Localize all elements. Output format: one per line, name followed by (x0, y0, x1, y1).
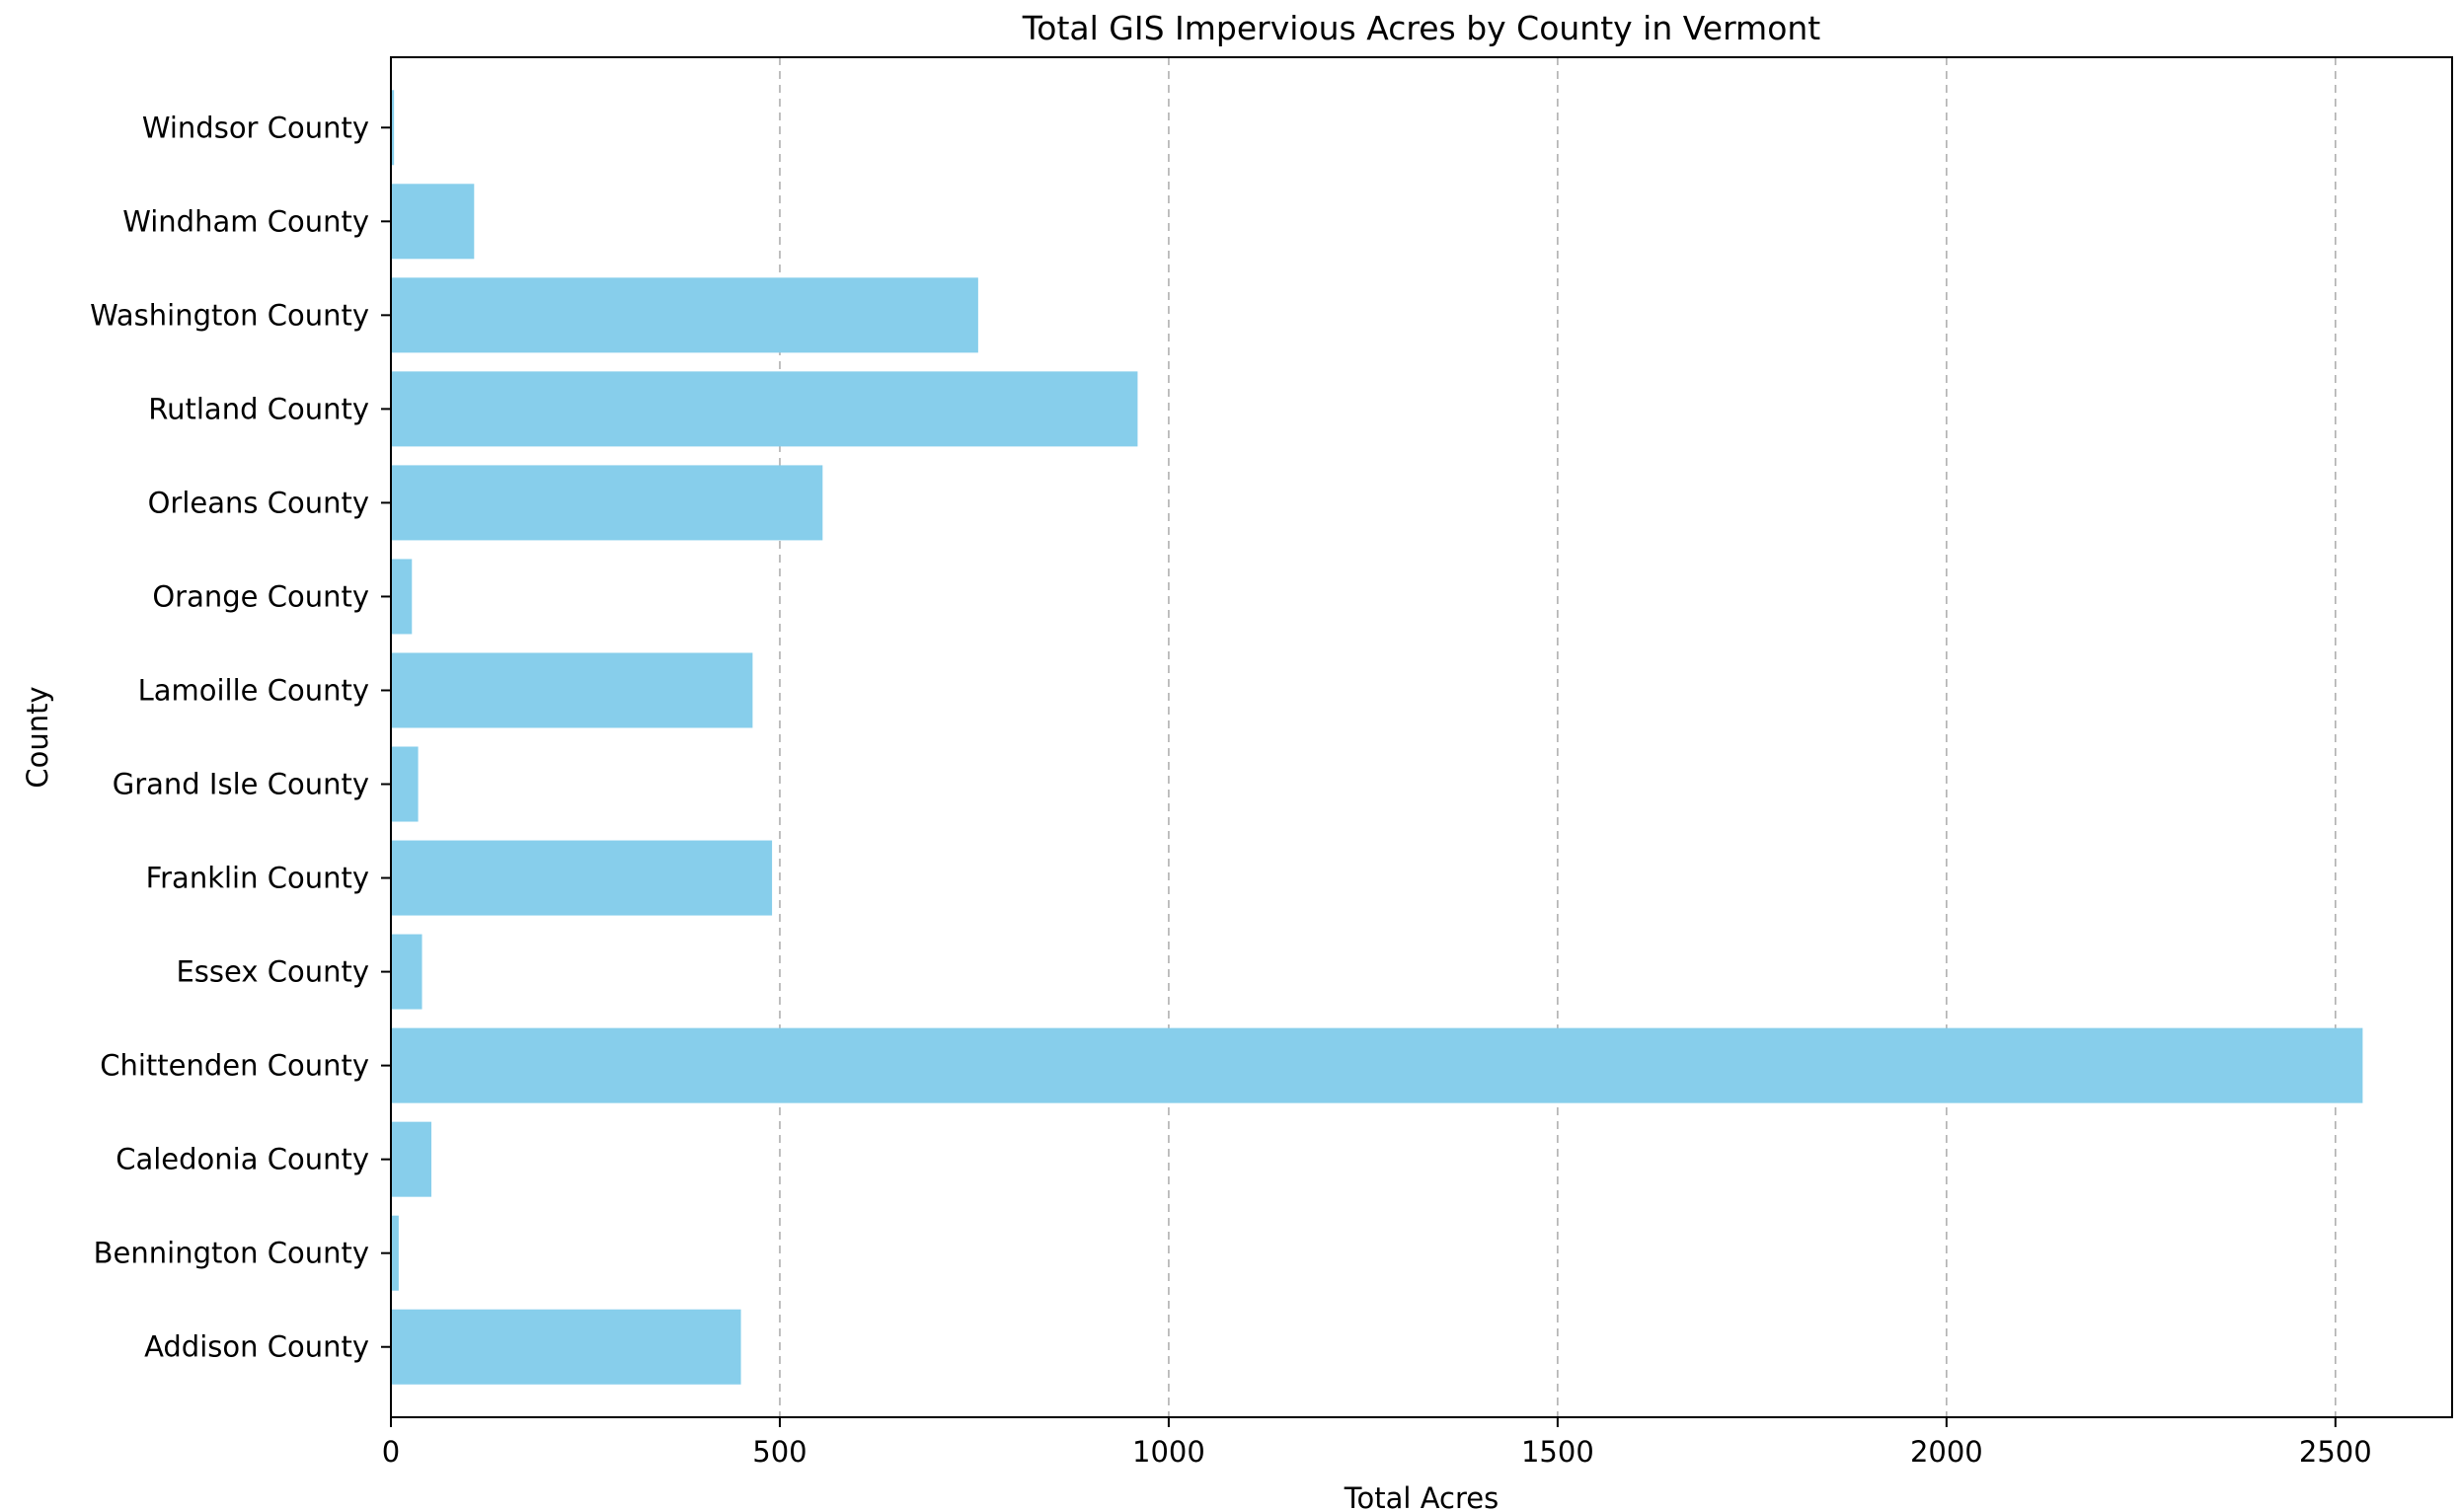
bar (391, 652, 753, 728)
bars (391, 90, 2363, 1385)
bar (391, 465, 823, 541)
y-tick-label: Franklin County (146, 862, 369, 895)
y-tick-label: Windham County (122, 204, 369, 238)
y-tick-label: Orange County (152, 579, 369, 613)
y-tick-label: Orleans County (148, 486, 369, 519)
plot-frame (390, 56, 2453, 1418)
x-tick-label: 0 (382, 1435, 400, 1469)
y-tick-label: Windsor County (142, 111, 369, 144)
bar (391, 840, 773, 916)
bar (391, 90, 395, 166)
y-tick-label: Chittenden County (100, 1049, 369, 1083)
bar (391, 277, 978, 353)
x-axis-ticks: 0 500 1000 1500 2000 2500 (382, 1417, 2372, 1469)
y-tick-label: Lamoille County (138, 673, 369, 707)
y-tick-label: Bennington County (94, 1237, 369, 1270)
x-tick-label: 500 (752, 1435, 807, 1469)
x-tick-label: 1000 (1132, 1435, 1205, 1469)
bar (391, 746, 419, 822)
y-tick-label: Washington County (90, 298, 369, 332)
y-tick-label: Addison County (144, 1330, 369, 1364)
bar (391, 1215, 399, 1291)
x-axis-label: Total Acres (1344, 1481, 1499, 1512)
chart-title: Total GIS Impervious Acres by County in … (1022, 9, 1821, 47)
bar (391, 1027, 2363, 1103)
bar (391, 371, 1138, 447)
x-tick-label: 2500 (2299, 1435, 2372, 1469)
bar (391, 559, 413, 635)
y-tick-label: Essex County (176, 955, 369, 989)
bar (391, 934, 423, 1010)
bar (391, 184, 475, 260)
y-tick-label: Caledonia County (115, 1143, 369, 1176)
bar (391, 1309, 741, 1385)
grid-lines (390, 57, 2337, 1417)
x-tick-label: 2000 (1910, 1435, 1983, 1469)
y-axis-ticks: Addison County Bennington County Caledonia… (90, 111, 391, 1364)
y-axis-label: County (21, 686, 54, 788)
y-tick-label: Rutland County (148, 392, 369, 425)
y-tick-label: Grand Isle County (113, 768, 369, 801)
bar (391, 1121, 431, 1197)
x-tick-label: 1500 (1521, 1435, 1594, 1469)
